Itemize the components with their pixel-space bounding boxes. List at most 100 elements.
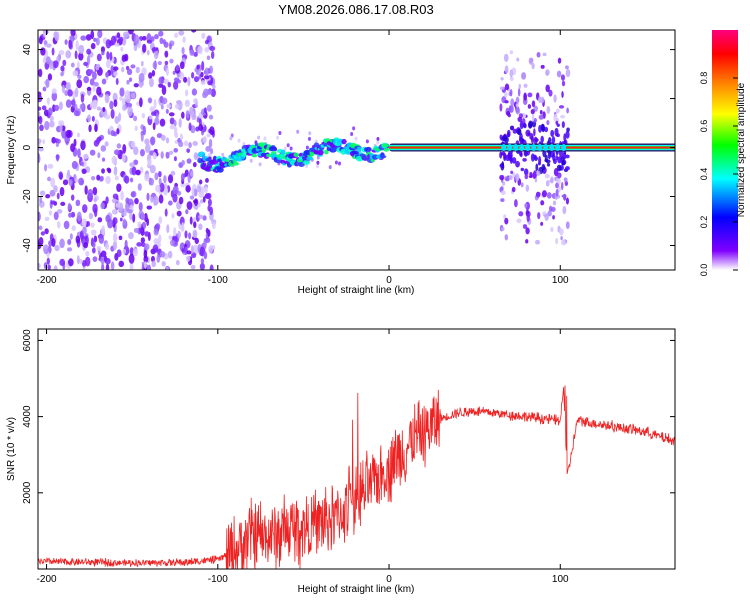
burst-speck — [555, 155, 559, 160]
burst-speck — [544, 213, 549, 221]
noise-speck — [46, 257, 50, 265]
noise-speck — [173, 156, 177, 162]
burst-speck — [530, 109, 535, 115]
noise-speck — [205, 227, 209, 234]
noise-speck — [105, 176, 111, 185]
noise-speck — [161, 85, 167, 96]
noise-speck — [51, 238, 56, 247]
noise-speck — [143, 261, 147, 269]
noise-speck — [148, 72, 153, 79]
noise-speck — [127, 106, 133, 117]
trace-speck — [338, 161, 342, 166]
noise-speck — [84, 256, 91, 267]
burst-speck — [514, 199, 518, 208]
noise-speck — [159, 182, 165, 193]
burst-speck — [544, 158, 549, 163]
burst-speck — [507, 151, 511, 160]
noise-speck — [198, 123, 204, 132]
trace-dot — [549, 144, 555, 152]
noise-speck — [83, 61, 88, 66]
noise-speck — [45, 56, 51, 65]
noise-speck — [144, 243, 150, 251]
noise-speck — [185, 184, 191, 193]
burst-speck — [500, 77, 504, 81]
noise-speck — [139, 97, 143, 108]
noise-speck — [184, 140, 189, 147]
noise-speck — [90, 229, 97, 236]
noise-speck — [128, 232, 134, 240]
noise-speck — [170, 239, 175, 247]
trace-speck — [376, 140, 380, 145]
noise-speck — [70, 143, 75, 153]
burst-speck — [535, 239, 541, 245]
noise-speck — [67, 169, 71, 178]
trace-dot — [561, 144, 567, 152]
colorbar-tick-label: 0.2 — [699, 216, 709, 229]
burst-speck — [539, 110, 543, 115]
noise-speck — [88, 124, 92, 133]
noise-speck — [206, 88, 213, 95]
burst-speck — [555, 108, 560, 114]
noise-speck — [199, 262, 205, 270]
noise-speck — [56, 138, 61, 144]
burst-speck — [538, 156, 542, 165]
noise-speck — [209, 65, 214, 74]
noise-speck — [51, 47, 55, 56]
burst-speck — [515, 173, 520, 182]
burst-speck — [531, 114, 535, 122]
noise-speck — [60, 201, 66, 207]
colorbar-gradient — [712, 30, 738, 270]
trace-speck — [365, 139, 369, 144]
noise-speck — [68, 178, 73, 187]
noise-speck — [93, 197, 97, 203]
noise-speck — [46, 43, 52, 48]
noise-speck — [75, 199, 81, 207]
noise-speck — [69, 233, 73, 240]
noise-speck — [158, 216, 163, 224]
noise-speck — [152, 61, 157, 70]
burst-speck — [499, 86, 505, 90]
noise-speck — [75, 40, 79, 51]
noise-speck — [140, 60, 144, 67]
noise-speck — [70, 30, 76, 37]
burst-speck — [531, 62, 535, 70]
burst-speck — [540, 221, 544, 226]
trace-speck — [283, 146, 287, 151]
noise-speck — [153, 98, 157, 109]
noise-speck — [101, 168, 105, 174]
burst-speck — [516, 57, 520, 62]
noise-speck — [129, 262, 134, 270]
noise-speck — [141, 113, 146, 119]
noise-speck — [51, 88, 57, 94]
burst-speck — [531, 100, 536, 108]
noise-speck — [56, 209, 63, 214]
y-tick-label: -40 — [22, 238, 33, 253]
burst-speck — [515, 96, 520, 104]
noise-speck — [200, 71, 204, 78]
noise-speck — [76, 211, 82, 222]
noise-speck — [140, 213, 145, 221]
noise-speck — [101, 51, 105, 56]
noise-speck — [193, 98, 197, 104]
noise-speck — [138, 202, 143, 212]
burst-speck — [546, 119, 550, 126]
burst-speck — [560, 114, 566, 119]
burst-speck — [509, 156, 513, 164]
burst-speck — [541, 163, 546, 171]
burst-speck — [542, 52, 547, 57]
noise-speck — [202, 136, 207, 143]
noise-speck — [189, 195, 195, 200]
noise-speck — [162, 97, 168, 105]
noise-speck — [131, 166, 137, 176]
y-tick-label: 0 — [22, 144, 33, 150]
noise-speck — [156, 254, 161, 263]
spectrogram-xlabel: Height of straight line (km) — [298, 285, 415, 296]
noise-speck — [208, 245, 214, 254]
noise-speck — [174, 132, 179, 139]
noise-speck — [186, 148, 190, 153]
noise-speck — [149, 115, 153, 120]
trace-dot — [519, 144, 525, 152]
burst-speck — [524, 174, 529, 180]
noise-speck — [140, 132, 144, 142]
noise-speck — [209, 45, 216, 52]
